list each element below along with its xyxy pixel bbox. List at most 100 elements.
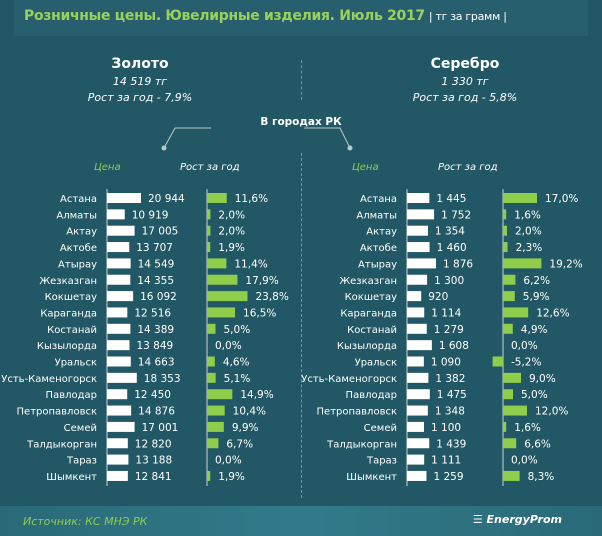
price-label: 18 353 xyxy=(144,373,181,385)
silver-title: Серебро xyxy=(430,56,500,72)
city-label: Кокшетау xyxy=(45,292,98,303)
city-label: Костанай xyxy=(47,325,97,336)
price-label: 13 849 xyxy=(136,340,173,352)
price-bar xyxy=(107,438,128,449)
growth-label: 17,0% xyxy=(545,193,578,205)
city-label: Талдыкорган xyxy=(26,439,97,450)
gold-growth: Рост за год - 7,9% xyxy=(87,91,193,104)
price-label: 13 188 xyxy=(135,455,172,467)
price-bar xyxy=(107,291,134,302)
growth-bar xyxy=(207,225,211,236)
growth-label: 8,3% xyxy=(528,471,555,483)
price-bar xyxy=(107,356,131,367)
growth-bar xyxy=(503,372,521,383)
growth-bar xyxy=(207,438,219,449)
price-label: 1 876 xyxy=(443,258,473,270)
growth-label: -5,2% xyxy=(511,357,541,369)
price-bar xyxy=(107,274,131,285)
growth-label: 9,9% xyxy=(232,422,259,434)
price-bar xyxy=(107,454,129,465)
growth-bar xyxy=(207,372,216,383)
price-bar xyxy=(407,356,424,367)
city-label: Атырау xyxy=(358,259,397,270)
growth-bar xyxy=(503,242,508,253)
city-label: Павлодар xyxy=(46,390,97,401)
price-bar xyxy=(407,209,435,220)
price-label: 1 608 xyxy=(439,340,469,352)
price-bar xyxy=(407,274,428,285)
city-label: Астана xyxy=(360,194,397,205)
price-bar xyxy=(107,421,135,432)
growth-bar xyxy=(207,470,211,481)
price-bar xyxy=(407,225,428,236)
price-label: 14 389 xyxy=(137,324,174,336)
growth-label: 17,9% xyxy=(245,275,278,287)
growth-label: 19,2% xyxy=(549,258,582,270)
growth-label: 5,0% xyxy=(521,389,548,401)
header-bar: Розничные цены. Ювелирные изделия. Июль … xyxy=(14,0,588,36)
growth-label: 1,9% xyxy=(218,471,245,483)
growth-bar xyxy=(503,470,520,481)
price-bar xyxy=(107,209,125,220)
price-label: 1 382 xyxy=(435,373,465,385)
growth-label: 10,4% xyxy=(233,406,266,418)
logo-icon: ☰ xyxy=(472,513,487,526)
growth-bar xyxy=(207,258,227,269)
growth-label: 11,6% xyxy=(235,193,268,205)
price-label: 17 001 xyxy=(142,422,179,434)
price-bar xyxy=(407,242,430,253)
city-label: Атырау xyxy=(58,259,97,270)
growth-bar xyxy=(207,291,248,302)
growth-label: 16,5% xyxy=(243,307,276,319)
price-bar xyxy=(107,405,132,416)
growth-label: 0,0% xyxy=(511,340,538,352)
logo-text: EnergyProm xyxy=(486,513,562,526)
price-bar xyxy=(107,258,131,269)
footer: Источник: КС МНЭ РК ☰ EnergyProm xyxy=(0,506,602,536)
city-label: Астана xyxy=(60,194,97,205)
cities-label: В городах РК xyxy=(260,116,342,128)
city-label: Усть-Каменогорск xyxy=(301,374,397,385)
price-bar xyxy=(407,340,432,351)
growth-label: 4,6% xyxy=(223,357,250,369)
city-label: Костанай xyxy=(347,325,397,336)
price-label: 1 114 xyxy=(431,307,461,319)
gold-price: 14 519 тг xyxy=(112,75,168,88)
growth-label: 12,6% xyxy=(536,307,569,319)
growth-bar xyxy=(503,323,513,334)
growth-bar xyxy=(207,307,236,318)
growth-bar xyxy=(503,291,515,302)
price-bar xyxy=(407,307,425,318)
growth-label: 0,0% xyxy=(215,455,242,467)
growth-bar xyxy=(207,356,215,367)
growth-bar xyxy=(207,323,216,334)
city-label: Алматы xyxy=(56,210,97,221)
growth-bar xyxy=(207,421,224,432)
growth-label: 1,6% xyxy=(514,209,541,221)
growth-label: 0,0% xyxy=(511,455,538,467)
price-bar xyxy=(407,438,430,449)
growth-bar xyxy=(503,438,517,449)
price-label: 1 090 xyxy=(431,357,461,369)
city-label: Кызылорда xyxy=(337,341,397,352)
growth-label: 5,9% xyxy=(523,291,550,303)
price-label: 920 xyxy=(428,291,448,303)
title-text: Розничные цены. Ювелирные изделия. Июль … xyxy=(24,8,425,24)
price-bar xyxy=(407,258,436,269)
growth-label: 4,9% xyxy=(521,324,548,336)
price-label: 14 876 xyxy=(138,406,175,418)
growth-label: 2,0% xyxy=(218,209,245,221)
city-label: Актау xyxy=(366,227,397,238)
growth-bar xyxy=(207,193,227,203)
price-label: 16 092 xyxy=(140,291,177,303)
growth-label: 5,1% xyxy=(224,373,251,385)
growth-label: 5,0% xyxy=(224,324,251,336)
city-label: Кокшетау xyxy=(345,292,398,303)
price-label: 1 259 xyxy=(433,471,463,483)
price-label: 1 752 xyxy=(441,209,471,221)
city-label: Тараз xyxy=(366,456,397,467)
price-bar xyxy=(407,470,427,481)
growth-bar xyxy=(503,307,529,318)
growth-bar xyxy=(503,389,513,400)
growth-label: 2,0% xyxy=(515,226,542,238)
